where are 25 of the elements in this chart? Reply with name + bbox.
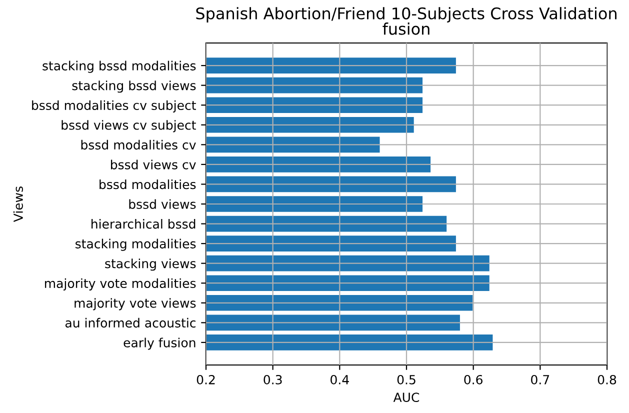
y-tick-label: majority vote modalities: [45, 278, 196, 290]
y-tick-label: au informed acoustic: [65, 318, 196, 328]
x-tick-label: 0.8: [598, 374, 616, 384]
y-tick-label: hierarchical bssd: [92, 219, 196, 229]
x-tick-label: 0.4: [330, 374, 349, 384]
x-tick-label: 0.2: [196, 374, 215, 384]
y-tick-label: bssd views cv: [111, 160, 196, 170]
y-tick-label: bssd modalities cv: [81, 140, 196, 150]
y-tick-label: stacking bssd views: [72, 80, 196, 93]
y-tick-label: bssd modalities cv subject: [32, 100, 196, 112]
x-axis-title: AUC: [393, 392, 420, 402]
y-tick-label: bssd views: [129, 199, 196, 209]
x-tick-label: 0.7: [531, 374, 550, 384]
x-tick-label: 0.5: [397, 374, 416, 384]
y-tick-label: stacking modalities: [76, 238, 196, 251]
y-tick-label: bssd modalities: [100, 179, 196, 190]
y-tick-label: stacking bssd modalities: [42, 60, 196, 73]
y-tick-label: stacking views: [105, 258, 196, 271]
y-tick-label: early fusion: [124, 338, 196, 350]
y-tick-label: majority vote views: [74, 298, 196, 310]
y-axis-title: Views: [13, 186, 23, 222]
chart-title: Spanish Abortion/Friend 10-Subjects Cross Validation fusion: [196, 7, 616, 35]
x-tick-label: 0.6: [464, 374, 482, 384]
x-tick-label: 0.3: [264, 374, 282, 384]
y-tick-label: bssd views cv subject: [62, 120, 196, 132]
